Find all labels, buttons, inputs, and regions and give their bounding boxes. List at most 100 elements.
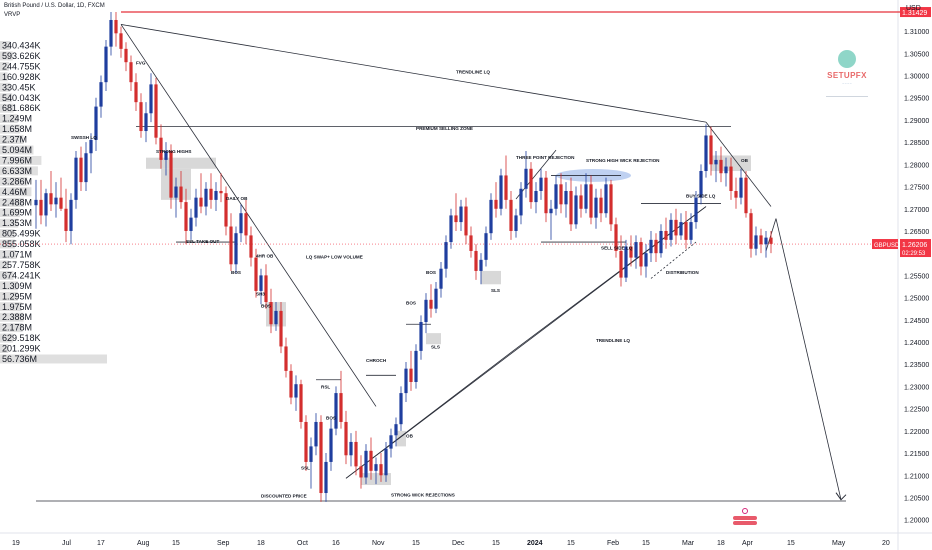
candle-body <box>764 237 768 245</box>
vrvp-label: 201.299K <box>2 344 41 354</box>
price-tick-label: 1.28000 <box>904 162 929 169</box>
candle-body <box>69 199 73 231</box>
candle-body <box>149 84 153 114</box>
vrvp-bar <box>0 208 21 218</box>
vrvp-bar <box>0 187 32 197</box>
candle-body <box>49 193 53 205</box>
vrvp-bar <box>0 250 17 259</box>
currency-label[interactable]: USD <box>906 5 921 12</box>
price-tick-label: 1.30500 <box>904 51 929 58</box>
candle-body <box>399 393 403 425</box>
calendar-flag-icon[interactable] <box>733 508 757 525</box>
candle-body <box>324 461 328 494</box>
vrvp-bar <box>0 354 107 364</box>
vrvp-bar <box>0 166 38 176</box>
candle-body <box>349 441 353 456</box>
candle-body <box>354 441 358 467</box>
annotation-label: SLS <box>431 345 440 350</box>
candle-body <box>724 166 728 174</box>
flag-bar <box>733 516 757 520</box>
time-tick-label: 20 <box>882 540 890 547</box>
candle-body <box>374 464 378 471</box>
candle-body <box>379 464 383 476</box>
candle-body <box>729 166 733 191</box>
candle-body <box>424 299 428 323</box>
candle-body <box>619 250 623 278</box>
vrvp-label: 2.388M <box>2 312 32 322</box>
candle-body <box>644 253 648 267</box>
candle-body <box>684 222 688 240</box>
candle-body <box>314 421 318 447</box>
order-block-zone <box>481 270 501 285</box>
vrvp-label: 674.241K <box>2 270 41 280</box>
candle-body <box>714 159 718 165</box>
annotation-label: OB <box>741 158 749 163</box>
vrvp-label: 2.37M <box>2 135 27 145</box>
candle-body <box>394 424 398 436</box>
candle-body <box>289 370 293 398</box>
candle-body <box>64 208 68 231</box>
order-block-zone <box>146 157 216 169</box>
candle-body <box>509 199 513 231</box>
vrvp-bar <box>0 72 8 82</box>
time-tick-label: Oct <box>297 540 308 547</box>
annotation-label: BUY SIDE LQ <box>686 194 716 199</box>
candle-body <box>679 222 683 236</box>
candle-body <box>754 235 758 249</box>
candle-body <box>44 193 48 216</box>
annotation-label: RSL <box>321 385 330 390</box>
candle-body <box>134 82 138 103</box>
price-tick-label: 1.25000 <box>904 296 929 303</box>
annotation-label: TRENDLINE LQ <box>456 69 490 74</box>
candle-body <box>569 190 573 225</box>
candle-body <box>274 310 278 325</box>
candle-body <box>54 197 58 205</box>
candle-body <box>504 175 508 200</box>
price-tick-label: 1.30000 <box>904 74 929 81</box>
price-tick-label: 1.27000 <box>904 207 929 214</box>
candle-body <box>144 113 148 132</box>
candle-body <box>94 106 98 140</box>
candle-body <box>469 235 473 251</box>
order-block-zone <box>396 430 406 447</box>
time-tick-label: 15 <box>172 540 180 547</box>
candle-body <box>309 446 313 462</box>
candle-body <box>494 199 498 209</box>
annotation-label: PREMIUM SELLING ZONE <box>416 126 473 131</box>
time-tick-label: 15 <box>412 540 420 547</box>
vrvp-label: 1.699M <box>2 208 32 218</box>
vrvp-label: 257.758K <box>2 260 41 270</box>
indicator-name[interactable]: VRVP <box>4 12 21 18</box>
time-tick-label: 17 <box>97 540 105 547</box>
candle-body <box>499 175 503 209</box>
candle-body <box>334 393 338 429</box>
vrvp-label: 593.626K <box>2 51 41 61</box>
candle-body <box>704 135 708 172</box>
candle-body <box>239 213 243 234</box>
candle-body <box>664 230 668 240</box>
annotation-label: SSL <box>301 465 310 470</box>
candle-body <box>34 199 38 206</box>
symbol-title[interactable]: British Pound / U.S. Dollar, 1D, FXCM <box>4 3 105 9</box>
candle-body <box>339 393 343 422</box>
candle-body <box>139 102 143 132</box>
price-tick-label: 1.22000 <box>904 429 929 436</box>
time-tick-label: Aug <box>137 540 150 547</box>
annotation-label: BOS <box>261 303 271 308</box>
price-tick-label: 1.25500 <box>904 273 929 280</box>
vrvp-label: 1.353M <box>2 218 32 228</box>
time-tick-label: 16 <box>332 540 340 547</box>
vrvp-label: 244.755K <box>2 61 41 71</box>
candle-body <box>109 19 113 47</box>
vrvp-bar <box>0 281 18 291</box>
candle-body <box>189 217 193 231</box>
vrvp-bar <box>0 218 19 228</box>
vrvp-label: 1.309M <box>2 281 32 291</box>
candle-body <box>249 235 253 258</box>
candle-body <box>739 177 743 198</box>
annotation-label: TRENDLINE LQ <box>596 338 630 343</box>
candle-body <box>634 242 638 258</box>
vrvp-label: 4.46M <box>2 187 27 197</box>
vrvp-bar <box>0 312 24 322</box>
